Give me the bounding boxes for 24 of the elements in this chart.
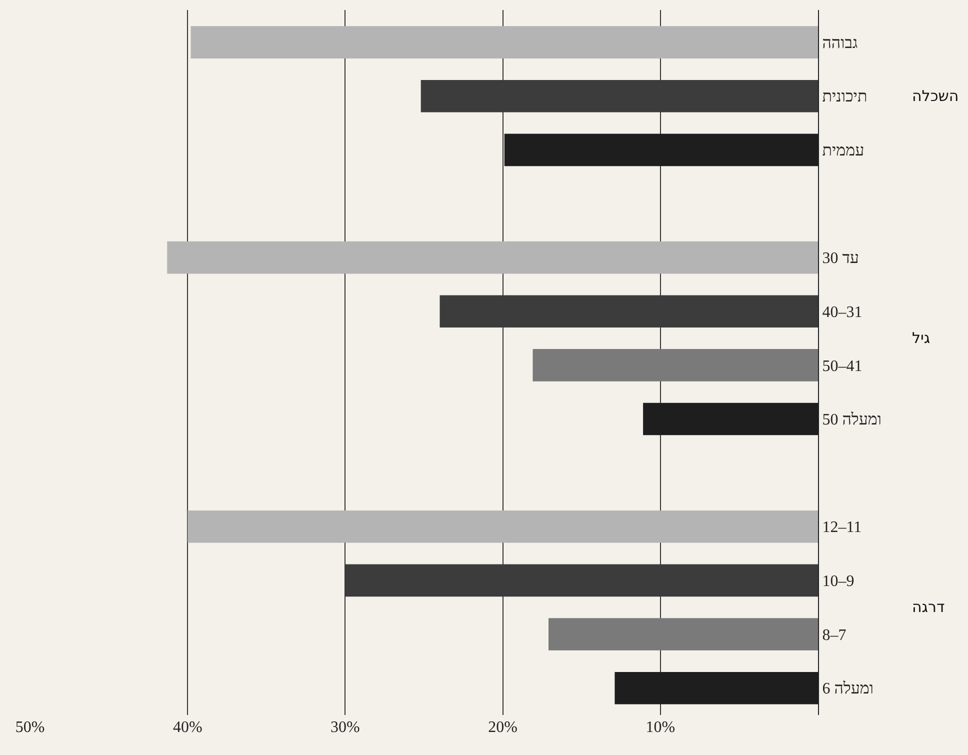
y-tick-label: 12–11 — [822, 519, 862, 536]
y-tick-label: 50 ומעלה — [822, 410, 882, 429]
y-tick-label: עד 30 — [822, 250, 859, 268]
y-tick-label: גבוהה — [822, 34, 858, 52]
y-tick-label: 6 ומעלה — [822, 680, 874, 698]
text: דרגה — [912, 598, 945, 616]
text: גיל — [912, 329, 930, 347]
x-tick-label: 20% — [488, 719, 518, 736]
bar — [190, 26, 818, 58]
bar — [188, 510, 818, 543]
x-tick-label: 50% — [15, 719, 45, 736]
bar — [532, 349, 818, 382]
y-tick-label: 8–7 — [822, 626, 846, 644]
y-tick-label: עממית — [822, 142, 864, 160]
y-tick-label: 10–9 — [822, 573, 854, 590]
x-tick-label: 40% — [172, 719, 202, 736]
bar — [167, 241, 818, 274]
y-tick-label: 50–41 — [822, 358, 862, 375]
text: השכלה — [912, 87, 959, 105]
x-tick-label: 30% — [330, 719, 360, 736]
y-tick-label: תיכונית — [822, 88, 868, 106]
x-tick-label: 10% — [646, 719, 676, 736]
y-tick-label: 40–31 — [822, 304, 862, 321]
bar — [548, 618, 818, 650]
